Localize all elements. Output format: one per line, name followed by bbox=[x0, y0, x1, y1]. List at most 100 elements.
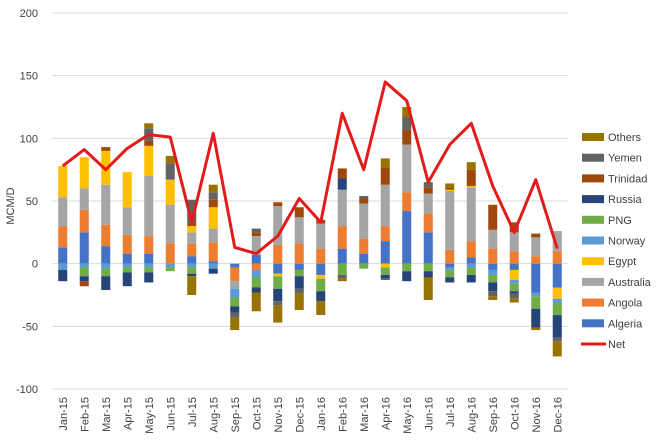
bar-segment-png bbox=[552, 302, 562, 316]
bar-segment-others bbox=[552, 341, 562, 357]
bar-segment-norway bbox=[552, 298, 562, 303]
bar-segment-yemen bbox=[294, 288, 304, 294]
bar-segment-australia bbox=[251, 236, 261, 255]
bar-segment-australia bbox=[230, 281, 240, 289]
legend-swatch-angola bbox=[582, 298, 604, 307]
bar-segment-russia bbox=[144, 272, 154, 283]
bar-segment-png bbox=[165, 267, 175, 272]
bar-segment-png bbox=[445, 269, 455, 278]
bar-segment-australia bbox=[402, 144, 412, 193]
bar-segment-russia bbox=[531, 308, 541, 328]
bar-segment-trinidad bbox=[79, 281, 89, 287]
bar-segment-russia bbox=[509, 291, 519, 294]
bar-segment-algeria bbox=[402, 211, 412, 264]
bar-segment-algeria bbox=[208, 261, 218, 264]
bar-segment-yemen bbox=[488, 291, 498, 297]
y-tick-label: 150 bbox=[20, 71, 38, 83]
legend-label-algeria: Algeria bbox=[608, 318, 643, 330]
y-axis-ticks: -100 -50 0 50 100 150 200 bbox=[16, 8, 38, 396]
y-tick-label: -50 bbox=[22, 321, 38, 333]
bar-segment-egypt bbox=[552, 287, 562, 299]
x-tick-label: Sep-16 bbox=[488, 397, 500, 432]
bar-segment-trinidad bbox=[251, 232, 261, 237]
bar-segment-others bbox=[316, 301, 326, 316]
bar-segment-others bbox=[402, 107, 412, 118]
bar-segment-png bbox=[466, 267, 476, 275]
x-tick-label: Oct-15 bbox=[251, 397, 263, 430]
bar-segment-others bbox=[251, 292, 261, 312]
bar-segment-algeria bbox=[230, 263, 240, 268]
bar-segment-algeria bbox=[316, 263, 326, 275]
bar-segment-russia bbox=[488, 282, 498, 292]
bar-segment-yemen bbox=[402, 117, 412, 130]
bar-segment-png bbox=[122, 267, 132, 273]
x-tick-label: Jun-15 bbox=[165, 397, 177, 431]
bar-segment-norway bbox=[58, 263, 68, 270]
bar-segment-others bbox=[187, 276, 197, 295]
bar-segment-angola bbox=[230, 267, 240, 282]
legend-label-russia: Russia bbox=[608, 194, 643, 206]
bar-segment-egypt bbox=[58, 165, 68, 198]
x-tick-label: Oct-16 bbox=[509, 397, 521, 430]
bar-segment-png bbox=[101, 268, 111, 277]
legend-swatch-russia bbox=[582, 195, 604, 204]
bar-segment-others bbox=[509, 298, 519, 303]
bar-segment-egypt bbox=[187, 226, 197, 233]
bar-segment-angola bbox=[251, 263, 261, 270]
bar-segment-png bbox=[402, 263, 412, 272]
bar-segment-norway bbox=[79, 263, 89, 268]
x-tick-label: Mar-15 bbox=[101, 397, 113, 432]
bar-segment-australia bbox=[359, 203, 369, 239]
bar-segment-russia bbox=[445, 277, 455, 283]
bar-segment-yemen bbox=[230, 312, 240, 318]
legend-label-yemen: Yemen bbox=[608, 153, 642, 165]
bar-segment-australia bbox=[144, 175, 154, 237]
bar-segment-trinidad bbox=[208, 199, 218, 208]
bar-segment-yemen bbox=[552, 337, 562, 342]
x-tick-label: Aug-15 bbox=[208, 397, 220, 432]
bar-segment-others bbox=[488, 296, 498, 301]
bar-segment-others bbox=[423, 277, 433, 301]
bar-segment-trinidad bbox=[187, 222, 197, 227]
legend-label-others: Others bbox=[608, 132, 642, 144]
bar-segment-algeria bbox=[466, 257, 476, 264]
bar-segment-algeria bbox=[187, 256, 197, 264]
bar-segment-angola bbox=[208, 242, 218, 262]
bar-segment-algeria bbox=[79, 232, 89, 264]
bar-segment-trinidad bbox=[402, 129, 412, 145]
bar-segment-algeria bbox=[552, 263, 562, 288]
bar-segment-algeria bbox=[380, 241, 390, 264]
x-tick-label: Sep-15 bbox=[230, 397, 242, 432]
legend: Others Yemen Trinidad Russia PNG Norway Egypt A… bbox=[581, 132, 652, 351]
bar-segment-angola bbox=[380, 226, 390, 242]
bar-segment-egypt bbox=[122, 172, 132, 208]
bar-segment-algeria bbox=[294, 263, 304, 270]
bar-segment-others bbox=[445, 183, 455, 188]
bar-segment-angola bbox=[273, 244, 283, 264]
bar-segment-trinidad bbox=[337, 168, 347, 179]
bar-segment-norway bbox=[208, 263, 218, 269]
bar-segment-russia bbox=[208, 268, 218, 274]
x-tick-label: Nov-16 bbox=[531, 397, 543, 432]
bar-segment-png bbox=[187, 267, 197, 274]
bar-segment-norway bbox=[122, 263, 132, 268]
bar-segment-russia bbox=[230, 306, 240, 313]
bar-segment-trinidad bbox=[466, 169, 476, 186]
x-tick-label: Feb-15 bbox=[79, 397, 91, 432]
bar-segment-russia bbox=[316, 291, 326, 302]
bar-segment-others bbox=[273, 305, 283, 323]
bar-segment-egypt bbox=[144, 145, 154, 176]
bar-segment-trinidad bbox=[488, 204, 498, 230]
x-tick-label: Jul-16 bbox=[445, 397, 457, 427]
bar-segment-png bbox=[79, 267, 89, 277]
x-tick-label: Mar-16 bbox=[359, 397, 371, 432]
bar-segment-angola bbox=[101, 224, 111, 247]
bar-segment-algeria bbox=[531, 263, 541, 293]
bar-segment-angola bbox=[488, 248, 498, 264]
bar-segment-australia bbox=[79, 188, 89, 210]
bar-segment-algeria bbox=[251, 254, 261, 264]
bar-segment-australia bbox=[101, 184, 111, 225]
bar-segment-angola bbox=[122, 234, 132, 254]
x-tick-label: Nov-15 bbox=[273, 397, 285, 432]
bar-segment-russia bbox=[79, 276, 89, 282]
